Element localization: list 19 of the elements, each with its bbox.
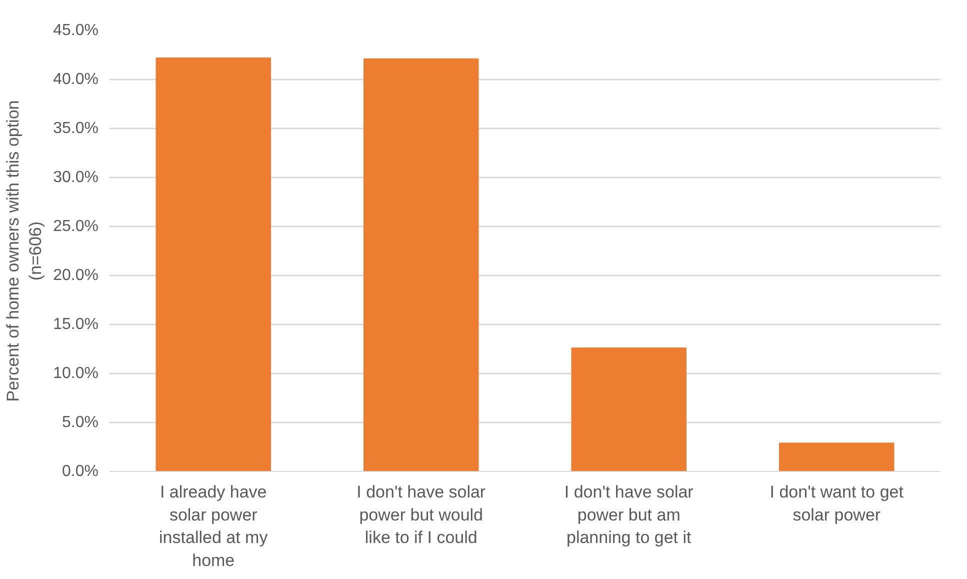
x-tick-label: I don't have solar power but would like to if I could xyxy=(356,482,486,548)
x-tick-label: I don't have solar power but am planning to get it xyxy=(564,482,694,548)
y-axis-title: Percent of home owners with this option (n=606) xyxy=(3,100,46,402)
y-tick-label: 45.0% xyxy=(53,22,99,39)
bar xyxy=(571,348,687,472)
y-tick-label: 10.0% xyxy=(53,365,99,382)
bar xyxy=(778,442,894,472)
y-tick-label: 30.0% xyxy=(53,169,99,186)
y-tick-label: 15.0% xyxy=(53,316,99,333)
y-tick-label: 35.0% xyxy=(53,120,99,137)
x-tick-label: I don't want to get solar power xyxy=(770,482,904,524)
y-tick-label: 20.0% xyxy=(53,267,99,284)
bar xyxy=(156,57,272,472)
bar xyxy=(363,58,479,472)
x-tick-label: I already have solar power installed at my home xyxy=(159,482,268,570)
y-tick-label: 5.0% xyxy=(62,414,98,431)
y-tick-label: 40.0% xyxy=(53,71,99,88)
y-tick-label: 0.0% xyxy=(62,463,98,480)
y-tick-label: 25.0% xyxy=(53,218,99,235)
